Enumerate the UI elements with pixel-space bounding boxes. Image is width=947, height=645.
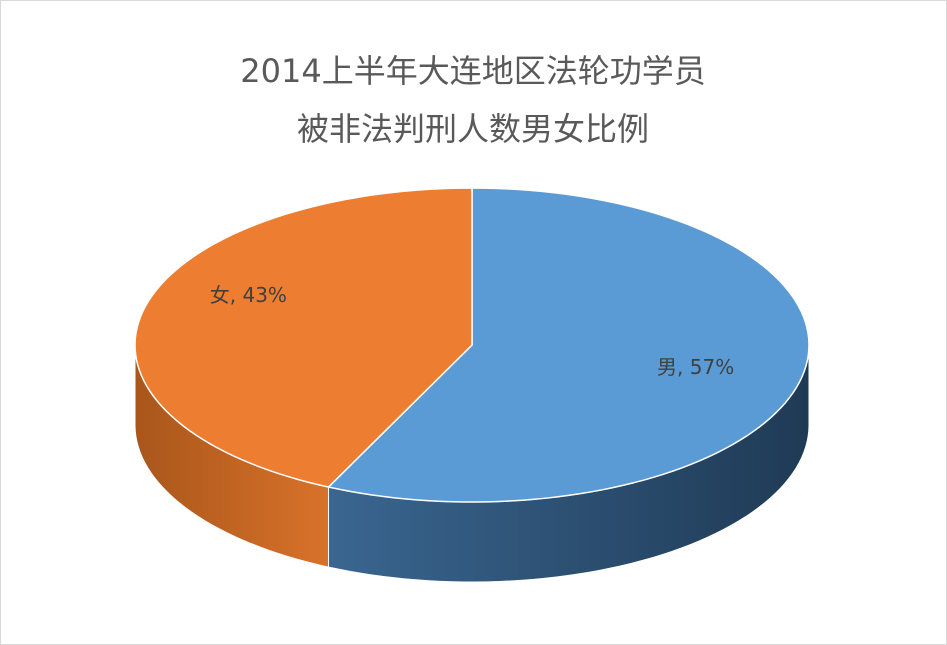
slice [326,187,810,503]
data-label: 男, 57% [657,355,734,379]
chart-title: 被非法判刑人数男女比例 [297,110,649,148]
data-label: 女, 43% [210,283,287,307]
slice [134,187,473,488]
chart-title: 2014上半年大连地区法轮功学员 [240,52,705,90]
